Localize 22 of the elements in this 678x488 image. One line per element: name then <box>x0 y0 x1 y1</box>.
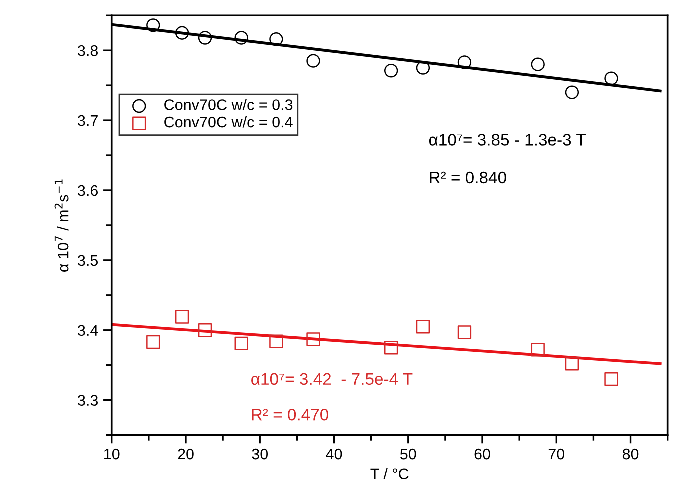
legend-label: Conv70C w/c = 0.4 <box>164 116 293 128</box>
y-tick-label: 3.8 <box>78 45 98 56</box>
x-tick-label: 30 <box>252 448 268 460</box>
x-tick-label: 60 <box>474 448 490 460</box>
y-tick-label: 3.5 <box>78 255 98 266</box>
y-axis-title: α 10$^{7}$ / m$^{2}$s$^{−1}$ <box>54 180 69 272</box>
x-tick-label: 20 <box>178 448 194 460</box>
y-tick-label: 3.6 <box>78 185 98 196</box>
legend-label: Conv70C w/c = 0.3 <box>164 99 293 110</box>
y-tick-label: 3.4 <box>78 325 98 336</box>
annotation: R² = 0.470 <box>252 408 328 421</box>
x-axis-title: T / °C <box>370 468 409 480</box>
y-tick-label: 3.3 <box>78 395 98 406</box>
annotation: α10⁷= 3.85 - 1.3e-3 T <box>429 134 586 146</box>
annotation: α10⁷= 3.42 - 7.5e-4 T <box>252 373 413 386</box>
x-tick-label: 80 <box>622 448 639 460</box>
x-tick-label: 50 <box>400 448 416 460</box>
x-tick-label: 40 <box>326 448 342 460</box>
annotation: R² = 0.840 <box>430 172 506 184</box>
x-tick-label: 70 <box>548 448 565 460</box>
y-tick-label: 3.7 <box>78 115 98 126</box>
x-tick-label: 10 <box>104 448 120 460</box>
